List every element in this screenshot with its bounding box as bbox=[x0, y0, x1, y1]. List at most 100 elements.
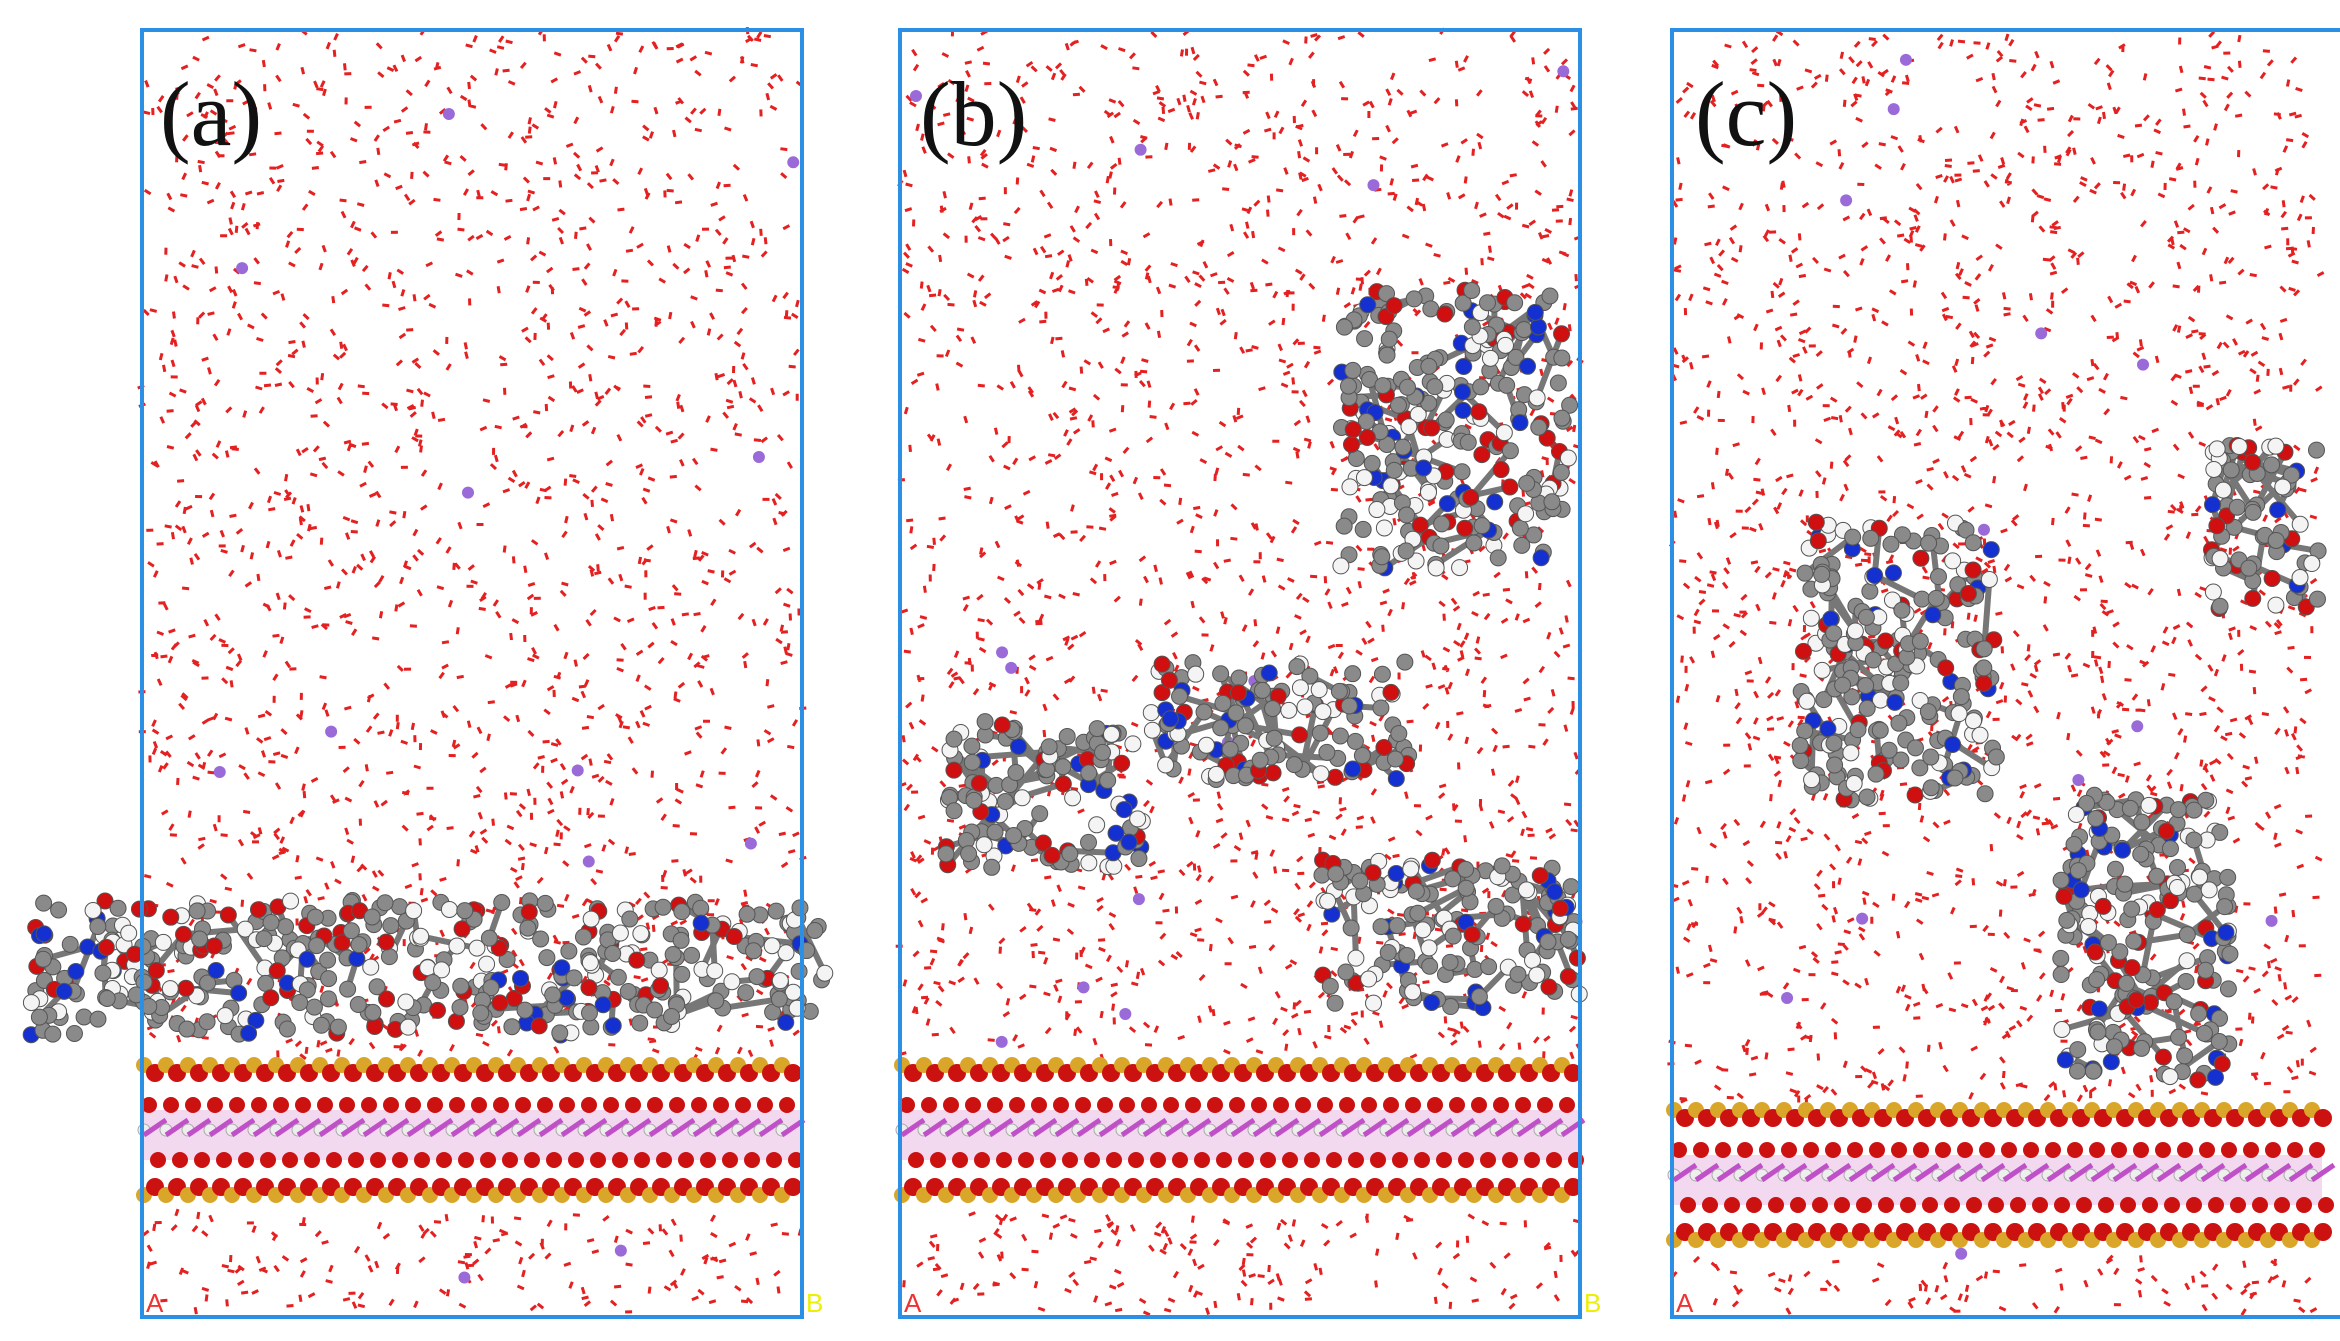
ion bbox=[458, 1271, 471, 1284]
atom bbox=[1344, 760, 1362, 778]
atom bbox=[1212, 665, 1230, 683]
atom bbox=[945, 761, 963, 779]
atom bbox=[1796, 722, 1814, 740]
atom bbox=[2056, 1051, 2074, 1069]
atom bbox=[1216, 1152, 1232, 1168]
atom bbox=[1966, 1197, 1982, 1213]
atom bbox=[1822, 610, 1840, 628]
atom bbox=[619, 983, 637, 1001]
atom bbox=[1825, 624, 1843, 642]
atom bbox=[1893, 526, 1911, 544]
atom bbox=[1335, 318, 1353, 336]
atom bbox=[1423, 993, 1441, 1011]
bond bbox=[670, 1117, 696, 1138]
bond bbox=[988, 1117, 1014, 1138]
atom bbox=[30, 1008, 48, 1026]
atom bbox=[1457, 860, 1475, 878]
atom bbox=[538, 949, 556, 967]
atom bbox=[2205, 460, 2223, 478]
atom bbox=[84, 902, 102, 920]
atom bbox=[1946, 769, 1964, 787]
atom bbox=[363, 908, 381, 926]
atom bbox=[612, 1152, 628, 1168]
atom bbox=[424, 973, 442, 991]
atom bbox=[2267, 531, 2285, 549]
atom bbox=[1370, 1152, 1386, 1168]
atom bbox=[1347, 450, 1365, 468]
atom bbox=[777, 944, 795, 962]
atom bbox=[2068, 1062, 2086, 1080]
atom bbox=[1781, 1142, 1797, 1158]
bond bbox=[1340, 1117, 1366, 1138]
atom bbox=[458, 1152, 474, 1168]
bond bbox=[2244, 1162, 2270, 1183]
atom bbox=[2274, 478, 2292, 496]
atom bbox=[986, 823, 1004, 841]
atom bbox=[603, 1097, 619, 1113]
atom bbox=[1528, 966, 1546, 984]
bond bbox=[900, 1117, 926, 1138]
atom bbox=[937, 845, 955, 863]
atom bbox=[1975, 659, 1993, 677]
atom bbox=[1680, 1197, 1696, 1213]
bond bbox=[1716, 1162, 1742, 1183]
atom bbox=[816, 964, 834, 982]
atom bbox=[1379, 944, 1397, 962]
atom bbox=[1341, 478, 1359, 496]
atom bbox=[1382, 683, 1400, 701]
atom bbox=[1746, 1197, 1762, 1213]
atom bbox=[2211, 1009, 2229, 1027]
atom bbox=[735, 1097, 751, 1113]
atom bbox=[2200, 881, 2218, 899]
atom bbox=[1064, 789, 1082, 807]
ion bbox=[1119, 1007, 1132, 1020]
atom bbox=[738, 905, 756, 923]
atom bbox=[1438, 495, 1456, 513]
atom bbox=[646, 1001, 664, 1019]
atom bbox=[1846, 622, 1864, 640]
atom bbox=[2208, 1197, 2224, 1213]
atom bbox=[1501, 478, 1519, 496]
atom bbox=[1361, 1097, 1377, 1113]
bond bbox=[1186, 1117, 1212, 1138]
ion bbox=[2137, 358, 2150, 371]
atom bbox=[2219, 980, 2237, 998]
atom bbox=[1809, 532, 1827, 550]
atom bbox=[1922, 748, 1940, 766]
atom bbox=[1546, 1152, 1562, 1168]
atom bbox=[1944, 552, 1962, 570]
atom bbox=[448, 937, 466, 955]
atom bbox=[141, 1097, 157, 1113]
atom bbox=[207, 961, 225, 979]
atom bbox=[1472, 378, 1490, 396]
atom bbox=[399, 1018, 417, 1036]
atom bbox=[1519, 357, 1537, 375]
atom bbox=[2133, 1142, 2149, 1158]
atom bbox=[1080, 764, 1098, 782]
atom bbox=[1264, 764, 1282, 782]
atom bbox=[262, 989, 280, 1007]
atom bbox=[2244, 453, 2262, 471]
atom bbox=[1459, 433, 1477, 451]
atom bbox=[654, 898, 672, 916]
atom bbox=[678, 1152, 694, 1168]
atom bbox=[2176, 1047, 2194, 1065]
axis-label: B bbox=[806, 1288, 823, 1318]
atom bbox=[581, 954, 599, 972]
atom bbox=[1911, 632, 1929, 650]
atom bbox=[1331, 727, 1349, 745]
ion bbox=[571, 764, 584, 777]
atom bbox=[1365, 994, 1383, 1012]
bond bbox=[1538, 1117, 1564, 1138]
atom bbox=[748, 968, 766, 986]
bond bbox=[274, 1117, 300, 1138]
atom bbox=[1892, 751, 1910, 769]
atom bbox=[1976, 785, 1994, 803]
atom bbox=[480, 929, 498, 947]
atom bbox=[1402, 860, 1420, 878]
atom bbox=[333, 934, 351, 952]
atom bbox=[581, 1097, 597, 1113]
bond bbox=[186, 1117, 212, 1138]
atom bbox=[298, 981, 316, 999]
atom bbox=[1886, 693, 1904, 711]
